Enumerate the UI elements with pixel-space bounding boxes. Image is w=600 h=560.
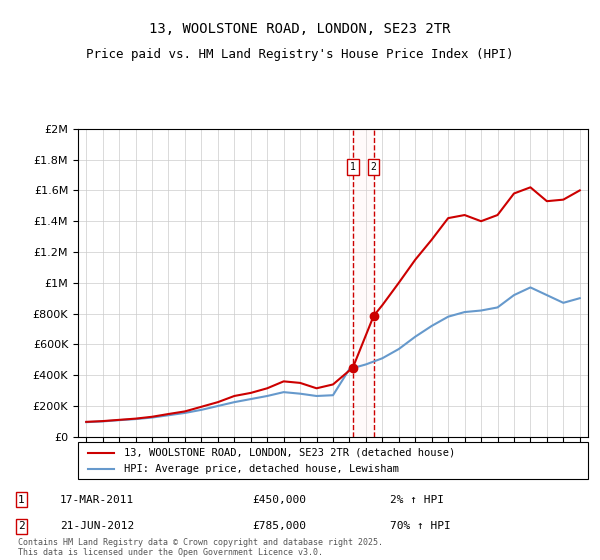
Text: 21-JUN-2012: 21-JUN-2012 [60, 521, 134, 531]
Text: 13, WOOLSTONE ROAD, LONDON, SE23 2TR (detached house): 13, WOOLSTONE ROAD, LONDON, SE23 2TR (de… [124, 447, 455, 458]
Text: HPI: Average price, detached house, Lewisham: HPI: Average price, detached house, Lewi… [124, 464, 399, 474]
Text: 13, WOOLSTONE ROAD, LONDON, SE23 2TR: 13, WOOLSTONE ROAD, LONDON, SE23 2TR [149, 22, 451, 36]
Text: 1: 1 [18, 494, 25, 505]
Bar [353, 129, 374, 437]
Text: 2% ↑ HPI: 2% ↑ HPI [390, 494, 444, 505]
Text: Price paid vs. HM Land Registry's House Price Index (HPI): Price paid vs. HM Land Registry's House … [86, 48, 514, 60]
Text: 70% ↑ HPI: 70% ↑ HPI [390, 521, 451, 531]
Text: Contains HM Land Registry data © Crown copyright and database right 2025.
This d: Contains HM Land Registry data © Crown c… [18, 538, 383, 557]
Text: 17-MAR-2011: 17-MAR-2011 [60, 494, 134, 505]
Text: 1: 1 [350, 162, 356, 172]
Text: 2: 2 [371, 162, 377, 172]
Text: 2: 2 [18, 521, 25, 531]
Text: £785,000: £785,000 [252, 521, 306, 531]
FancyBboxPatch shape [78, 442, 588, 479]
Text: £450,000: £450,000 [252, 494, 306, 505]
